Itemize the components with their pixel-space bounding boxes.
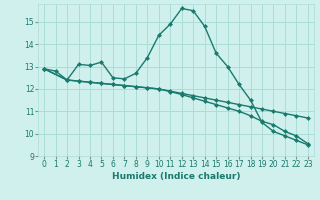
X-axis label: Humidex (Indice chaleur): Humidex (Indice chaleur) xyxy=(112,172,240,181)
